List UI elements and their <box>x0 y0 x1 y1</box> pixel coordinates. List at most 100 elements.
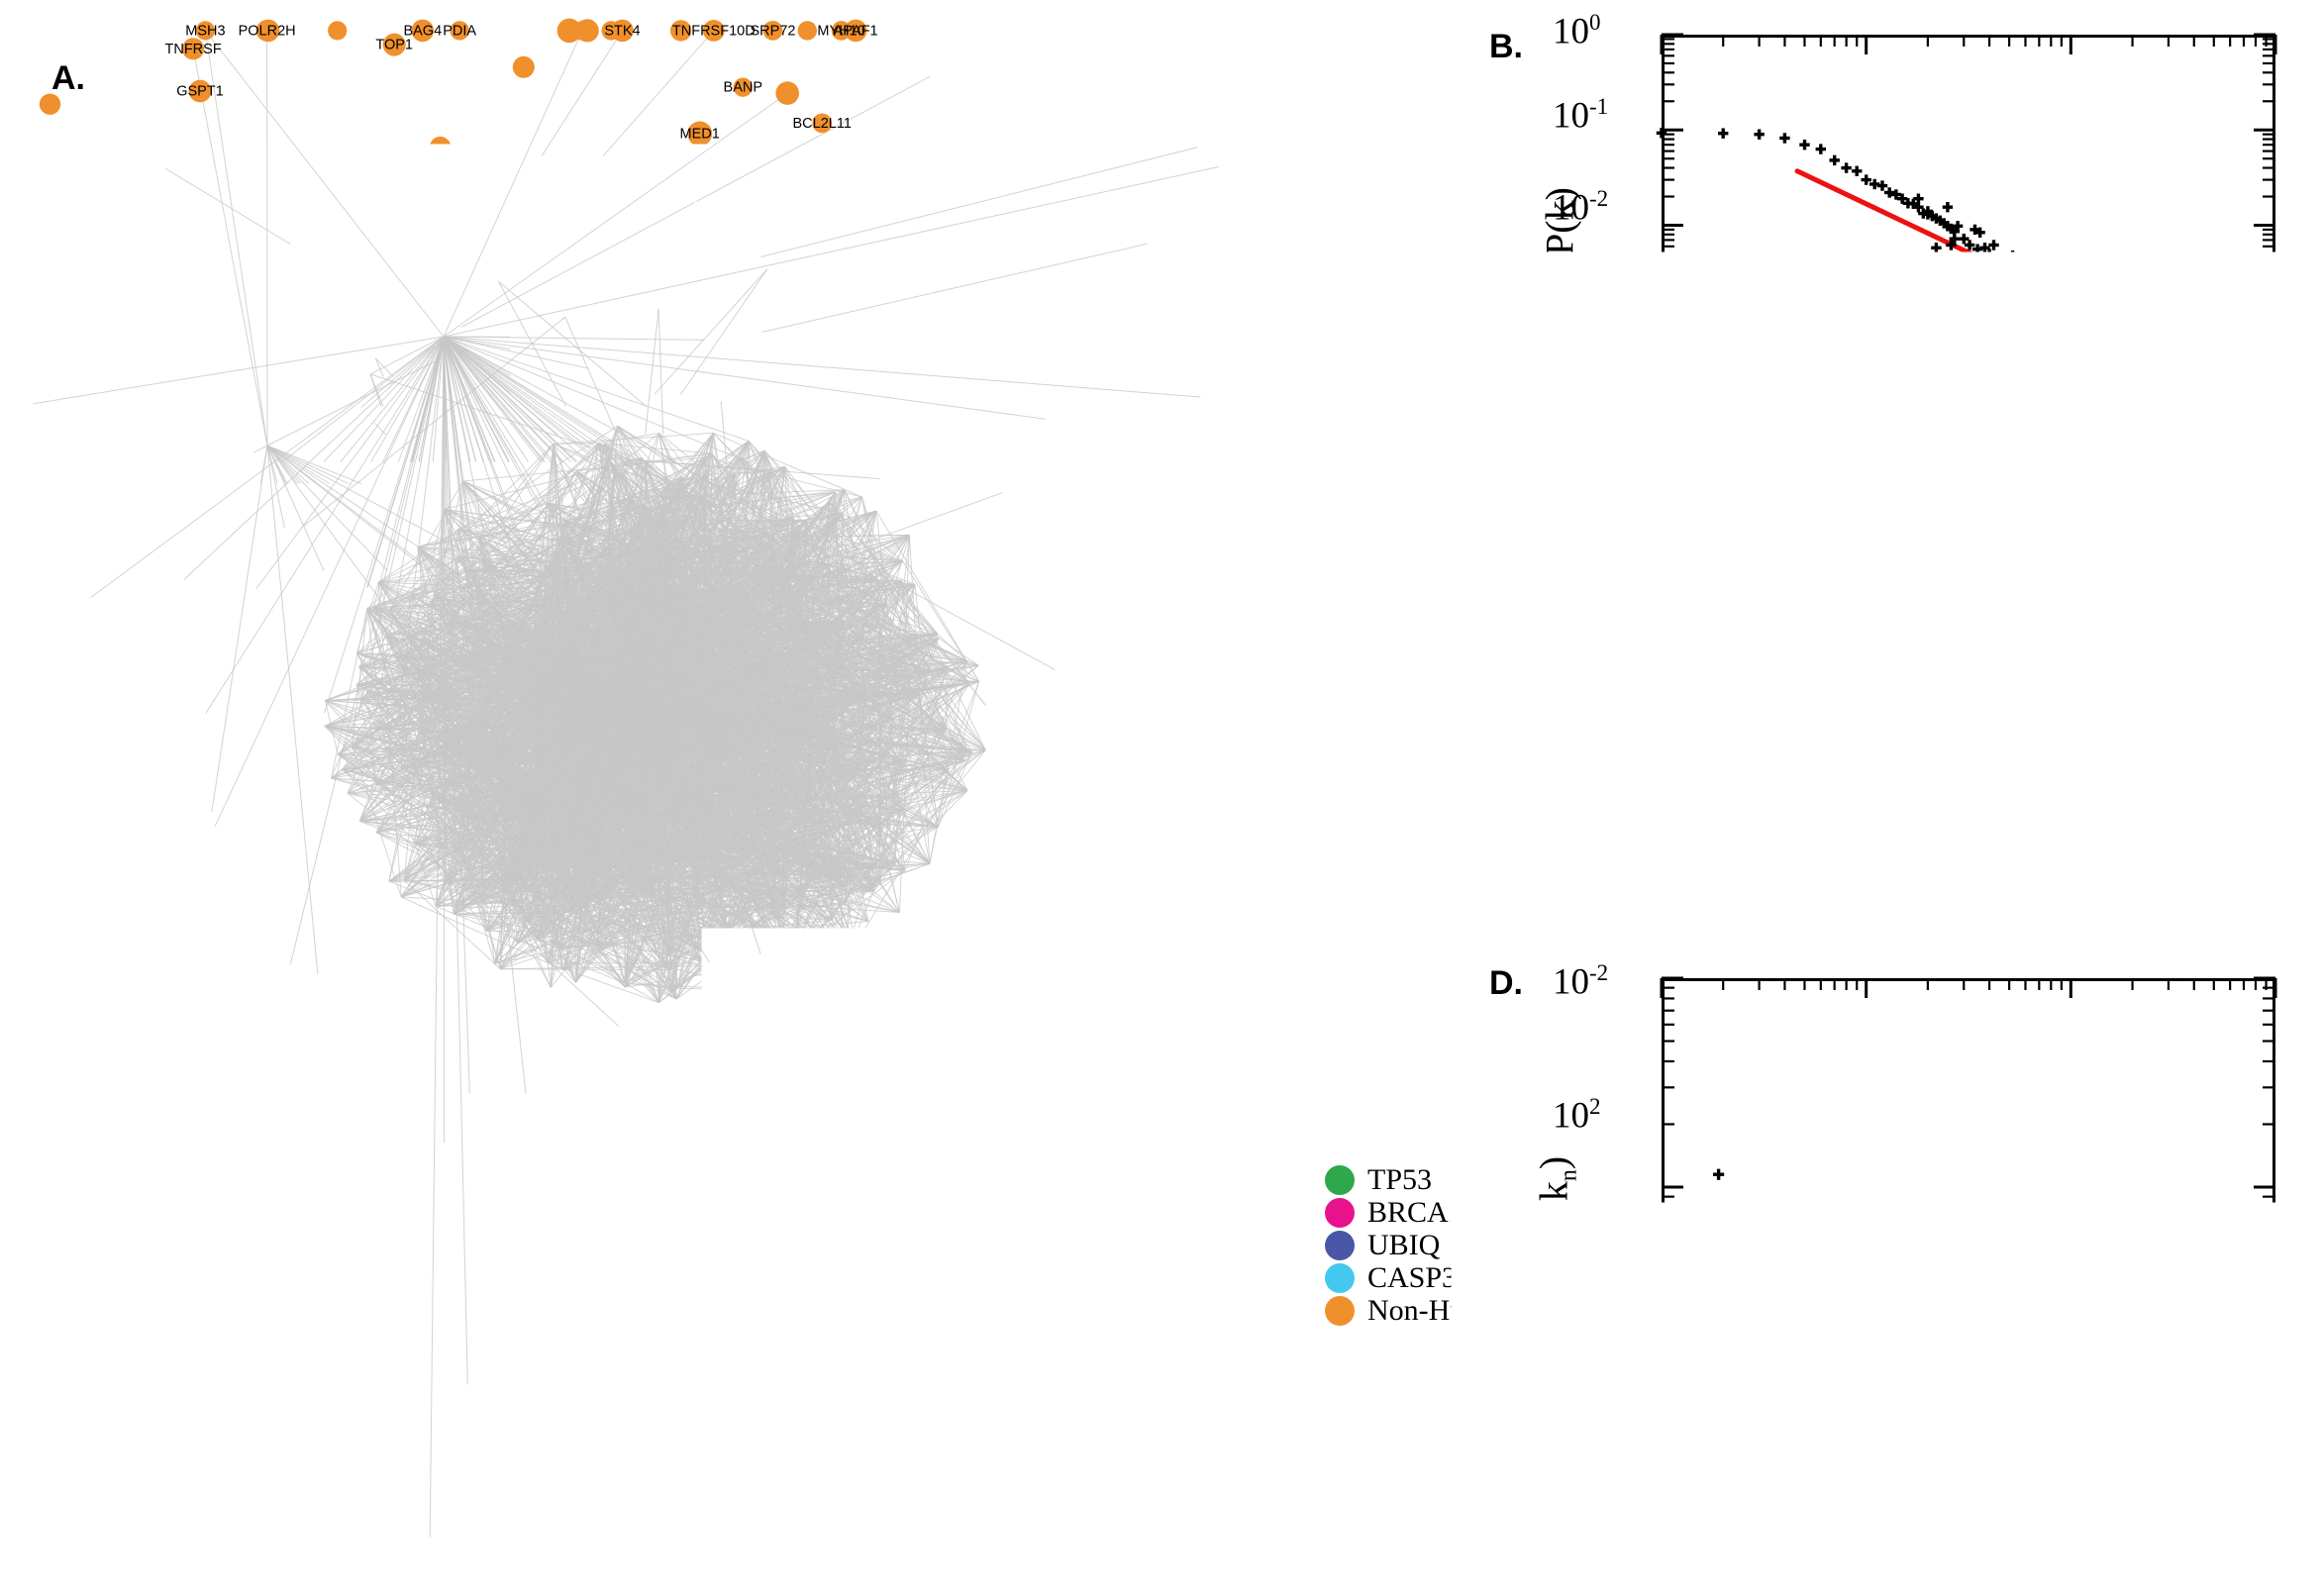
network-node[interactable] <box>1411 470 1431 490</box>
network-node[interactable] <box>456 858 478 880</box>
network-node[interactable] <box>816 1533 835 1551</box>
network-node[interactable] <box>687 848 715 875</box>
network-node[interactable] <box>148 643 167 662</box>
network-node[interactable] <box>292 1210 312 1230</box>
network-node[interactable] <box>506 932 529 954</box>
network-node[interactable] <box>663 1136 685 1157</box>
network-node[interactable] <box>554 513 575 535</box>
network-node[interactable] <box>877 1255 902 1280</box>
network-node[interactable] <box>1182 1351 1203 1372</box>
network-node[interactable] <box>402 1066 424 1088</box>
network-node[interactable] <box>324 928 346 949</box>
network-node[interactable] <box>1113 1419 1133 1439</box>
network-node[interactable] <box>362 1510 384 1532</box>
network-node[interactable] <box>616 600 643 627</box>
network-node[interactable] <box>544 434 563 453</box>
network-node[interactable] <box>762 1156 785 1179</box>
network-node[interactable] <box>195 327 215 347</box>
network-node[interactable] <box>376 596 403 623</box>
network-node[interactable] <box>513 56 535 78</box>
network-node[interactable] <box>1377 939 1401 962</box>
network-node[interactable] <box>1178 477 1203 502</box>
network-node[interactable] <box>402 831 429 857</box>
network-node[interactable] <box>430 137 451 157</box>
network-node[interactable] <box>1117 287 1138 308</box>
network-node[interactable] <box>616 1148 637 1169</box>
network-node[interactable] <box>752 269 778 296</box>
network-node[interactable] <box>541 587 560 607</box>
network-node[interactable] <box>406 722 431 747</box>
network-node[interactable] <box>1331 963 1353 985</box>
network-node[interactable] <box>461 1088 488 1115</box>
network-node[interactable] <box>1409 838 1433 861</box>
network-node[interactable] <box>247 310 271 335</box>
network-node[interactable] <box>1371 840 1391 859</box>
network-node[interactable] <box>949 504 970 526</box>
network-node[interactable] <box>816 417 837 438</box>
network-node[interactable] <box>221 1124 246 1148</box>
network-node[interactable] <box>624 840 649 864</box>
network-node[interactable] <box>958 780 977 800</box>
network-node[interactable] <box>599 278 621 300</box>
network-node[interactable] <box>875 1463 898 1486</box>
network-node[interactable] <box>371 735 399 762</box>
network-node[interactable] <box>588 343 612 366</box>
network-node[interactable] <box>1110 861 1131 882</box>
network-node[interactable] <box>1116 1089 1138 1111</box>
network-node[interactable] <box>317 1296 342 1321</box>
network-node[interactable] <box>1409 403 1433 427</box>
network-node[interactable] <box>599 1134 621 1155</box>
network-node[interactable] <box>870 482 896 508</box>
network-node[interactable] <box>826 740 848 761</box>
network-node[interactable] <box>883 709 903 729</box>
network-node[interactable] <box>276 924 300 948</box>
network-node[interactable] <box>1275 1078 1295 1098</box>
network-node[interactable] <box>177 533 201 556</box>
network-node[interactable] <box>370 246 391 266</box>
network-node[interactable] <box>967 674 991 698</box>
network-node[interactable] <box>50 594 68 613</box>
network-node[interactable] <box>181 275 205 299</box>
network-node[interactable] <box>649 423 670 445</box>
network-node[interactable] <box>467 581 488 602</box>
network-node[interactable] <box>982 583 1006 607</box>
network-node[interactable] <box>620 1081 645 1106</box>
network-node[interactable] <box>40 94 60 115</box>
network-node[interactable] <box>1026 533 1053 559</box>
network-node[interactable] <box>498 616 520 638</box>
network-node[interactable] <box>524 770 546 792</box>
network-node[interactable] <box>863 442 887 465</box>
network-node[interactable] <box>97 1004 119 1026</box>
network-node[interactable] <box>295 1188 319 1212</box>
network-node[interactable] <box>61 1139 86 1163</box>
network-node[interactable] <box>1130 267 1151 288</box>
network-node[interactable] <box>870 624 894 648</box>
network-node[interactable] <box>861 1022 881 1042</box>
network-node[interactable] <box>1408 369 1433 394</box>
network-node[interactable] <box>217 175 241 199</box>
network-node[interactable] <box>555 306 576 328</box>
network-node[interactable] <box>1341 1066 1365 1091</box>
network-node[interactable] <box>58 502 78 522</box>
network-node[interactable] <box>207 1155 226 1174</box>
network-node[interactable] <box>134 439 155 460</box>
network-node[interactable] <box>246 578 267 600</box>
network-node[interactable] <box>362 411 387 436</box>
network-node[interactable] <box>1164 1030 1187 1052</box>
network-node[interactable] <box>507 261 531 285</box>
network-node[interactable] <box>384 392 406 414</box>
network-node[interactable] <box>35 703 58 727</box>
network-node[interactable] <box>463 1238 487 1261</box>
network-node[interactable] <box>356 598 378 620</box>
network-node[interactable] <box>836 895 856 915</box>
network-node[interactable] <box>534 553 559 579</box>
network-node[interactable] <box>22 662 46 686</box>
network-node[interactable] <box>1143 329 1164 350</box>
network-node[interactable] <box>487 271 506 290</box>
network-node[interactable] <box>784 946 807 968</box>
network-node[interactable] <box>1032 984 1053 1005</box>
network-node[interactable] <box>563 718 590 745</box>
network-node[interactable] <box>572 21 592 41</box>
network-node[interactable] <box>783 299 805 321</box>
network-node[interactable] <box>725 1018 751 1044</box>
